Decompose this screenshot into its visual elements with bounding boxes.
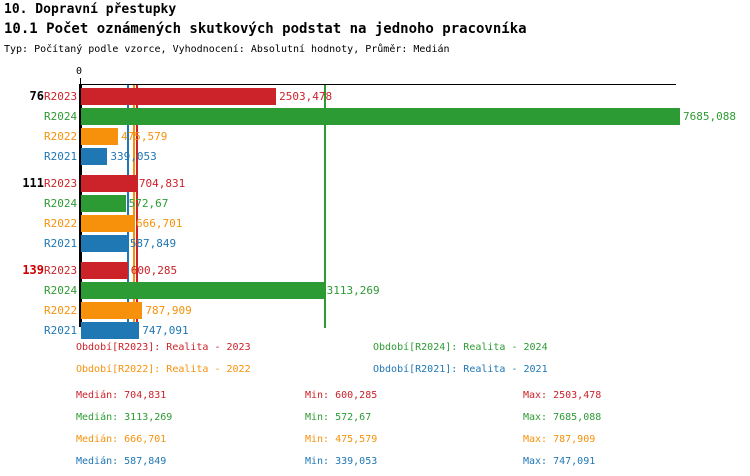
chart-row: R2023 600,285 bbox=[0, 262, 750, 279]
stat-min: Min: 475,579 bbox=[305, 434, 378, 445]
stat-min: Min: 339,053 bbox=[305, 456, 378, 467]
stat-max: Max: 7685,088 bbox=[523, 412, 602, 423]
series-label-r2022: R2022 bbox=[44, 304, 78, 317]
series-label-r2021: R2021 bbox=[44, 324, 78, 337]
reference-line-R2021-median bbox=[126, 85, 129, 328]
axis-zero-tick bbox=[80, 78, 81, 85]
bar-r2024[interactable] bbox=[81, 195, 126, 212]
series-label-r2024: R2024 bbox=[44, 110, 78, 123]
bar-value-label: 475,579 bbox=[121, 130, 168, 143]
series-label-r2023: R2023 bbox=[44, 177, 78, 190]
bar-chart: 0 76 R2023 2503,478 R2024 7685,088 R2022 475,5… bbox=[0, 66, 750, 339]
bar-value-label: 339,053 bbox=[110, 150, 157, 163]
legend-item[interactable]: Období[R2023]: Realita - 2023 bbox=[76, 342, 251, 353]
chart-row: R2023 2503,478 bbox=[0, 88, 750, 105]
group-label: 139 bbox=[22, 263, 44, 277]
chart-legend: Období[R2023]: Realita - 2023 Období[R202… bbox=[0, 336, 750, 382]
stat-max: Max: 747,091 bbox=[523, 456, 596, 467]
chart-value-axis bbox=[79, 84, 82, 327]
chart-row: R2022 787,909 bbox=[0, 302, 750, 319]
bar-r2023[interactable] bbox=[81, 175, 136, 192]
series-label-r2024: R2024 bbox=[44, 197, 78, 210]
chart-row: R2024 7685,088 bbox=[0, 108, 750, 125]
page-subtitle: 10.1 Počet oznámených skutkových podstat… bbox=[4, 21, 527, 37]
stat-median: Medián: 3113,269 bbox=[76, 412, 173, 423]
series-label-r2021: R2021 bbox=[44, 237, 78, 250]
bar-value-label: 587,849 bbox=[129, 237, 177, 250]
bar-r2021[interactable] bbox=[81, 235, 127, 252]
bar-r2022[interactable] bbox=[81, 128, 119, 145]
group-label: 111 bbox=[22, 176, 44, 190]
chart-row: R2024 3113,269 bbox=[0, 282, 750, 299]
group-label: 76 bbox=[29, 89, 44, 103]
legend-item[interactable]: Období[R2024]: Realita - 2024 bbox=[373, 342, 548, 353]
bar-r2024[interactable] bbox=[81, 282, 324, 299]
bar-r2022[interactable] bbox=[81, 215, 133, 232]
chart-row: R2022 475,579 bbox=[0, 128, 750, 145]
bar-value-label: 666,701 bbox=[135, 217, 183, 230]
chart-row: R2023 704,831 bbox=[0, 175, 750, 192]
bar-value-label: 572,67 bbox=[128, 197, 169, 210]
chart-row: R2024 572,67 bbox=[0, 195, 750, 212]
bar-r2021[interactable] bbox=[81, 322, 140, 339]
series-label-r2023: R2023 bbox=[44, 90, 78, 103]
series-label-r2022: R2022 bbox=[44, 217, 78, 230]
series-label-r2024: R2024 bbox=[44, 284, 78, 297]
bar-value-label: 747,091 bbox=[142, 324, 189, 337]
legend-item[interactable]: Období[R2022]: Realita - 2022 bbox=[76, 364, 251, 375]
bar-value-label: 704,831 bbox=[138, 177, 186, 190]
stat-median: Medián: 704,831 bbox=[76, 390, 167, 401]
series-label-r2021: R2021 bbox=[44, 150, 78, 163]
page-meta-description: Typ: Počítaný podle vzorce, Vyhodnocení:… bbox=[4, 44, 450, 55]
legend-item[interactable]: Období[R2021]: Realita - 2021 bbox=[373, 364, 548, 375]
bar-value-label: 2503,478 bbox=[279, 90, 333, 103]
chart-row: R2021 339,053 bbox=[0, 148, 750, 165]
reference-line-R2022-median bbox=[132, 85, 135, 328]
stat-median: Medián: 587,849 bbox=[76, 456, 167, 467]
bar-value-label: 787,909 bbox=[145, 304, 192, 317]
bar-r2024[interactable] bbox=[81, 108, 680, 125]
chart-row: R2022 666,701 bbox=[0, 215, 750, 232]
stat-min: Min: 600,285 bbox=[305, 390, 378, 401]
stat-median: Medián: 666,701 bbox=[76, 434, 167, 445]
axis-zero-label: 0 bbox=[76, 66, 83, 77]
series-label-r2023: R2023 bbox=[44, 264, 78, 277]
chart-row: R2021 587,849 bbox=[0, 235, 750, 252]
stat-max: Max: 787,909 bbox=[523, 434, 596, 445]
bar-value-label: 600,285 bbox=[130, 264, 178, 277]
stat-min: Min: 572,67 bbox=[305, 412, 372, 423]
summary-statistics: Medián: 704,831 Min: 600,285 Max: 2503,478… bbox=[0, 386, 750, 476]
bar-r2023[interactable] bbox=[81, 262, 128, 279]
reference-line-R2023-median bbox=[135, 85, 138, 328]
bar-value-label: 3113,269 bbox=[326, 284, 380, 297]
chart-row: R2021 747,091 bbox=[0, 322, 750, 339]
bar-r2021[interactable] bbox=[81, 148, 108, 165]
chart-top-axis-line bbox=[79, 84, 676, 85]
page-title: 10. Dopravní přestupky bbox=[4, 2, 177, 17]
bar-value-label: 7685,088 bbox=[683, 110, 736, 123]
series-label-r2022: R2022 bbox=[44, 130, 78, 143]
bar-r2022[interactable] bbox=[81, 302, 143, 319]
stat-max: Max: 2503,478 bbox=[523, 390, 602, 401]
bar-r2023[interactable] bbox=[81, 88, 277, 105]
reference-line-R2024-median bbox=[323, 85, 326, 328]
